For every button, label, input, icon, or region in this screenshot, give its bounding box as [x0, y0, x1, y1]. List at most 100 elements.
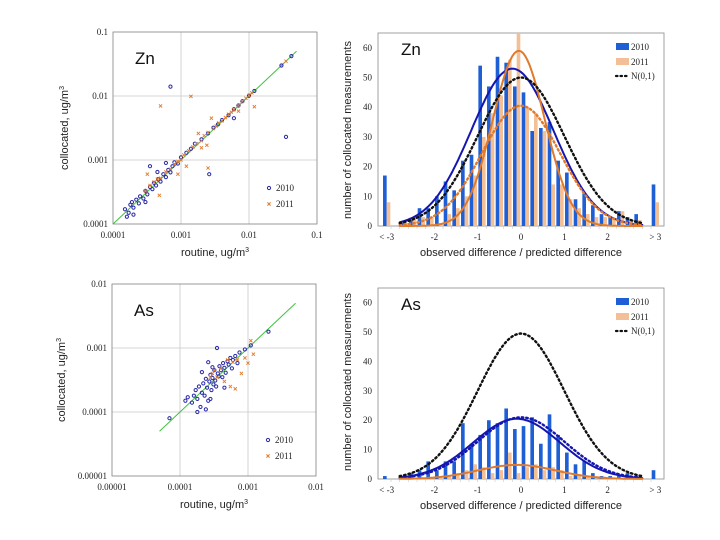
data-point-2010 — [193, 387, 198, 393]
data-point-2011 — [211, 126, 216, 131]
bar-2011 — [577, 208, 581, 226]
bar-2010 — [556, 160, 560, 226]
data-point-2010 — [236, 103, 241, 108]
bar-2010 — [573, 199, 578, 226]
bar-2011 — [473, 175, 477, 226]
legend-marker-2010 — [265, 437, 271, 443]
curve-fit-2010 — [398, 417, 644, 480]
chart-zn-scatter: 0.0001 0.001 0.01 0.1 0.0001 0.001 0.01 0.1 rout… — [59, 27, 323, 259]
data-point-2010 — [163, 160, 169, 166]
data-point-2011 — [231, 107, 236, 112]
y-tick-label: 0.001 — [87, 343, 107, 353]
data-point-2010 — [170, 164, 175, 169]
data-point-2011 — [222, 379, 227, 384]
data-point-2010 — [124, 214, 129, 219]
data-point-2011 — [199, 145, 204, 150]
bar-2011 — [594, 217, 599, 226]
x-tick-label: < -3 — [379, 232, 394, 242]
data-point-2011 — [210, 371, 215, 376]
data-point-2011 — [223, 115, 228, 120]
x-tick-label: 0.1 — [311, 230, 322, 240]
data-point-2011 — [155, 177, 160, 182]
data-point-2010 — [131, 212, 136, 217]
x-tick-label: 0.001 — [171, 230, 191, 240]
data-point-2010 — [203, 407, 208, 412]
plot-frame — [112, 31, 318, 225]
data-point-2011 — [236, 103, 241, 108]
x-tick-label: 0 — [519, 232, 524, 242]
bar-2010 — [426, 461, 430, 479]
data-point-2010 — [137, 194, 143, 199]
y-tick-label: 10 — [363, 191, 373, 201]
data-point-2010 — [214, 345, 220, 351]
data-point-2011 — [230, 360, 235, 365]
data-point-2010 — [235, 361, 240, 366]
chart-as-scatter: 0.00001 0.0001 0.001 0.01 0.00001 0.0001 0.001… — [56, 279, 324, 511]
data-point-2011 — [163, 170, 168, 174]
data-point-2010 — [191, 393, 196, 398]
bar-2011 — [568, 476, 573, 479]
bar-2010 — [487, 420, 491, 479]
bar-2010 — [625, 217, 630, 226]
y-tick-label: 0.1 — [97, 27, 108, 37]
data-point-2011 — [143, 188, 148, 193]
x-tick-label: -1 — [474, 232, 482, 242]
data-point-2010 — [266, 329, 271, 334]
bar-2010 — [617, 211, 621, 226]
data-point-2010 — [219, 118, 225, 123]
data-point-2010 — [212, 368, 217, 373]
y-axis-label: number of collocated measurements — [342, 41, 354, 219]
data-point-2011 — [235, 358, 240, 362]
bar-2010 — [495, 56, 500, 226]
data-point-2011 — [216, 120, 221, 125]
curve-fit-2011 — [398, 463, 644, 480]
bar-2010 — [547, 414, 552, 479]
data-point-2010 — [213, 378, 218, 383]
unit-superscript: 3 — [56, 338, 63, 342]
curve-n-0-1- — [398, 332, 644, 478]
bar-2010 — [383, 476, 387, 479]
bar-2010 — [582, 193, 586, 226]
bar-2010 — [443, 181, 448, 226]
data-point-2010 — [168, 170, 173, 175]
data-point-2010 — [206, 360, 211, 365]
data-point-2011 — [181, 153, 186, 157]
data-point-2010 — [155, 169, 160, 175]
legend-swatch-2011 — [616, 58, 629, 65]
unit-superscript: 3 — [245, 247, 249, 254]
x-axis-label: routine, ug/m3 — [180, 499, 248, 511]
data-point-2011 — [172, 162, 177, 167]
bar-2010 — [651, 470, 656, 479]
element-title: As — [401, 295, 421, 314]
data-point-2011 — [208, 375, 213, 380]
legend-swatch-2011 — [616, 313, 629, 320]
bar-2010 — [478, 65, 482, 227]
data-point-2010 — [163, 175, 169, 180]
data-point-2011 — [175, 172, 180, 177]
legend-label-2011: 2011 — [631, 312, 649, 322]
bar-2011 — [456, 208, 460, 226]
bar-2010 — [539, 128, 543, 226]
data-point-2010 — [223, 370, 228, 375]
data-point-2011 — [145, 172, 150, 177]
x-tick-label: 0.01 — [241, 230, 257, 240]
x-tick-label: < -3 — [379, 485, 394, 495]
x-tick-label: 0.01 — [308, 482, 324, 492]
data-point-2011 — [251, 352, 256, 357]
y-tick-label: 60 — [363, 298, 373, 308]
bar-2011 — [568, 199, 573, 226]
data-point-2011 — [252, 104, 257, 109]
data-point-2011 — [168, 167, 173, 172]
data-point-2010 — [217, 364, 222, 369]
data-point-2010 — [279, 63, 284, 68]
bar-2011 — [464, 196, 469, 226]
bar-2011 — [464, 470, 469, 479]
data-point-2010 — [153, 183, 159, 188]
y-tick-label: 40 — [363, 102, 373, 112]
bar-2011 — [516, 33, 521, 226]
data-point-2010 — [183, 398, 188, 403]
data-point-2010 — [158, 179, 163, 184]
bar-2010 — [495, 423, 500, 479]
curve-fit-2010-dotted — [398, 416, 644, 479]
x-tick-label: 0.0001 — [101, 230, 126, 240]
